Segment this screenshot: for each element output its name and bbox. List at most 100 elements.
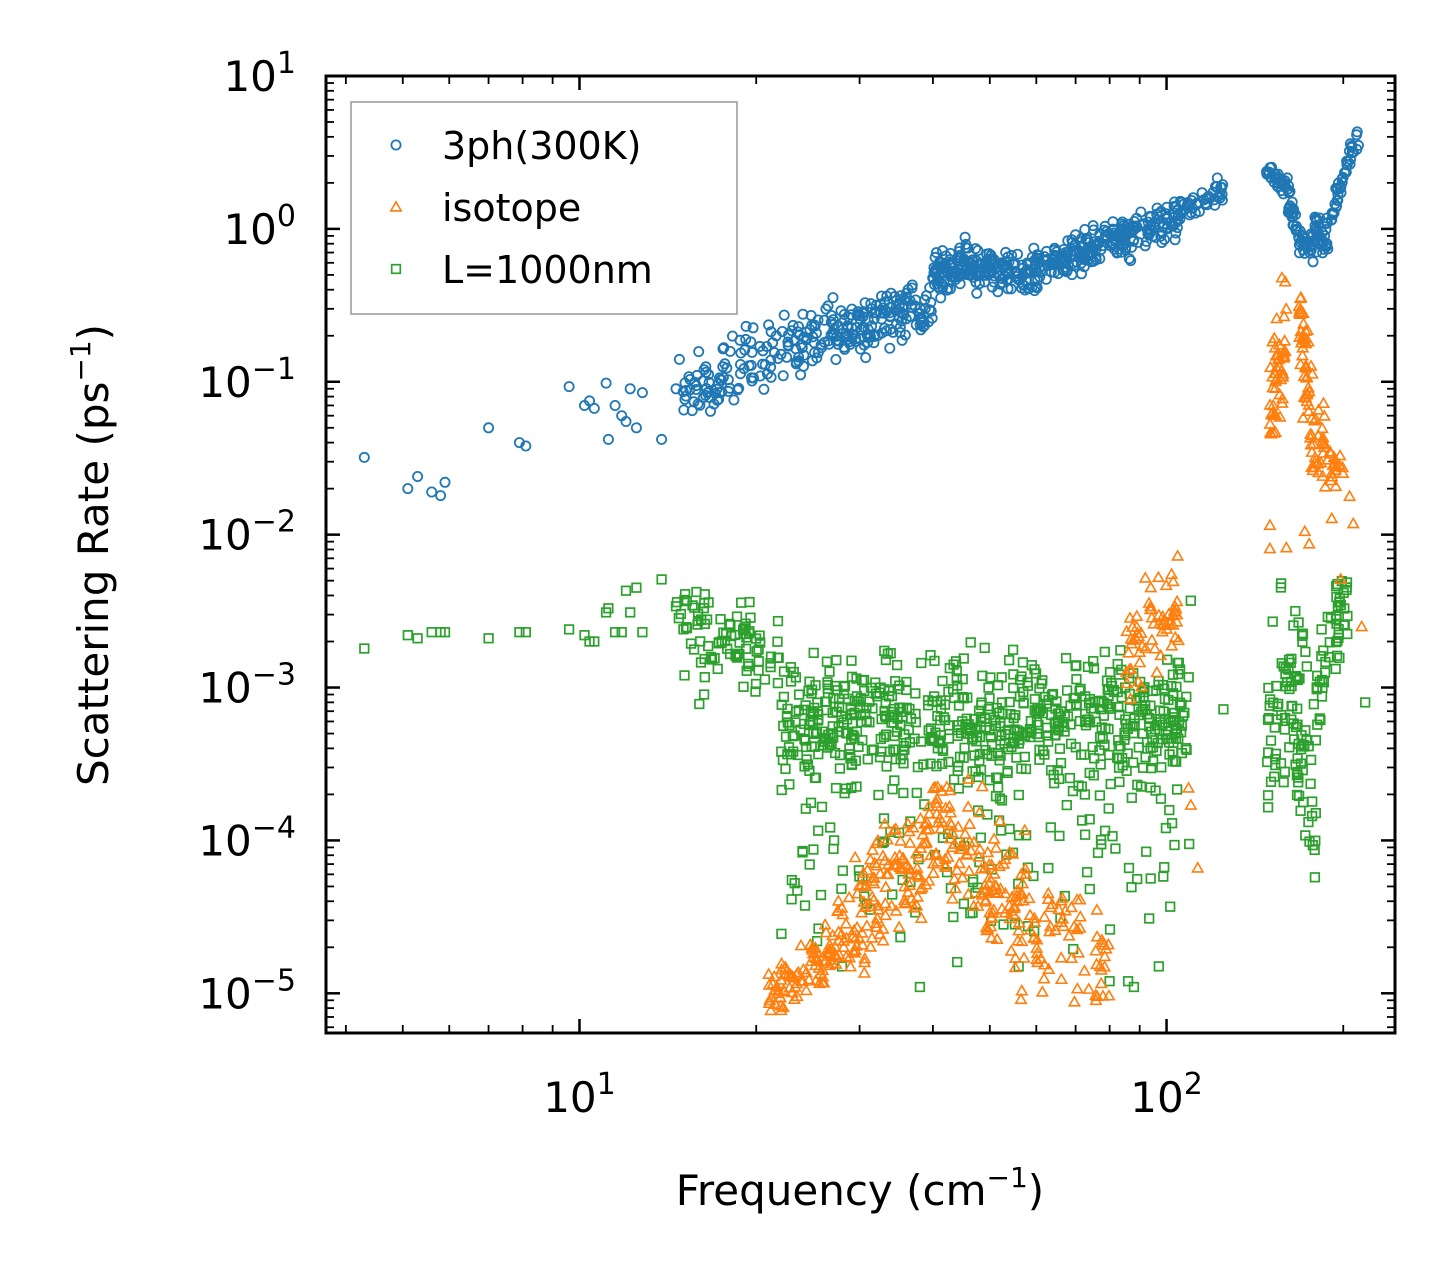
triangle-point xyxy=(1027,930,1041,943)
triangle-point xyxy=(1125,620,1140,632)
circle-point xyxy=(1328,207,1340,219)
circle-point xyxy=(934,256,946,268)
square-point xyxy=(851,673,862,684)
triangle-point xyxy=(863,940,878,952)
square-point xyxy=(1137,762,1149,773)
square-point xyxy=(821,656,833,667)
square-point xyxy=(996,730,1007,742)
circle-point xyxy=(1082,234,1094,246)
square-point xyxy=(792,885,803,896)
square-point xyxy=(620,585,632,596)
triangle-point xyxy=(1325,511,1339,524)
square-point xyxy=(859,685,870,697)
triangle-point xyxy=(1012,923,1026,936)
triangle-point xyxy=(887,823,901,836)
circle-point xyxy=(930,264,942,276)
square-point xyxy=(703,640,714,652)
square-point xyxy=(880,711,892,723)
triangle-point xyxy=(910,899,924,911)
triangle-point xyxy=(1007,907,1021,920)
plot-frame xyxy=(324,74,1397,1035)
square-point xyxy=(853,741,864,752)
square-point xyxy=(1307,796,1318,807)
triangle-point xyxy=(865,843,880,855)
triangle-point xyxy=(852,931,866,944)
triangle-point xyxy=(879,880,893,892)
triangle-point xyxy=(879,867,894,879)
square-point xyxy=(887,784,898,795)
circle-point xyxy=(827,314,839,326)
triangle-point xyxy=(1171,633,1186,646)
square-point xyxy=(958,752,969,763)
triangle-point xyxy=(1007,901,1021,914)
triangle-point xyxy=(1297,369,1311,382)
triangle-point xyxy=(930,792,944,804)
circle-point xyxy=(602,433,614,445)
triangle-point xyxy=(919,835,934,848)
square-point xyxy=(772,615,784,627)
circle-point xyxy=(609,399,621,411)
triangle-point xyxy=(1335,460,1350,473)
square-point xyxy=(778,691,790,703)
circle-point xyxy=(765,371,777,383)
circle-point xyxy=(1214,192,1226,204)
circle-point xyxy=(806,355,818,367)
triangle-point xyxy=(972,850,986,862)
circle-point xyxy=(925,305,937,317)
triangle-point xyxy=(1168,605,1182,617)
triangle-point xyxy=(1333,448,1347,461)
square-point xyxy=(1265,776,1277,787)
square-point xyxy=(1317,682,1328,693)
triangle-point xyxy=(1077,964,1092,976)
circle-point xyxy=(960,238,972,250)
triangle-point xyxy=(903,836,917,848)
triangle-point xyxy=(897,893,912,906)
triangle-point xyxy=(865,890,879,902)
triangle-point xyxy=(901,885,915,898)
triangle-point xyxy=(1015,984,1029,996)
triangle-point xyxy=(1279,541,1293,553)
square-point xyxy=(789,878,800,889)
square-point xyxy=(910,688,921,699)
square-point xyxy=(679,670,690,681)
square-point xyxy=(1310,835,1321,846)
triangle-point xyxy=(878,896,892,909)
triangle-point xyxy=(889,822,903,834)
square-point xyxy=(1273,698,1284,710)
square-point xyxy=(1316,624,1327,635)
square-point xyxy=(1114,709,1125,720)
square-point xyxy=(1301,661,1312,672)
circle-point xyxy=(1351,126,1363,138)
circle-point xyxy=(1139,240,1151,252)
square-point xyxy=(793,689,805,700)
triangle-point xyxy=(799,983,813,996)
triangle-point xyxy=(1191,861,1205,873)
square-point xyxy=(856,717,867,728)
series-3ph-300k- xyxy=(358,126,1364,502)
circle-point xyxy=(656,433,668,445)
square-point xyxy=(1271,680,1282,692)
triangle-point xyxy=(1316,446,1330,458)
square-point xyxy=(1075,683,1086,695)
circle-point xyxy=(1019,284,1031,296)
square-point xyxy=(1004,696,1015,708)
square-point xyxy=(694,698,705,710)
circle-point xyxy=(600,377,612,389)
circle-point xyxy=(1099,231,1111,243)
triangle-point xyxy=(915,880,929,893)
triangle-point xyxy=(987,867,1001,879)
triangle-point xyxy=(955,870,970,883)
square-point xyxy=(753,665,764,676)
triangle-point xyxy=(1067,995,1081,1007)
triangle-point xyxy=(1270,311,1284,324)
triangle-point xyxy=(1054,894,1068,906)
triangle-point xyxy=(1294,357,1308,370)
square-point xyxy=(891,659,903,671)
circle-point xyxy=(1283,186,1295,198)
square-point xyxy=(837,865,848,876)
square-point xyxy=(1103,803,1114,814)
square-point xyxy=(1334,652,1345,664)
circle-point xyxy=(717,371,729,383)
square-point xyxy=(1290,759,1301,770)
triangle-point xyxy=(1346,516,1360,529)
